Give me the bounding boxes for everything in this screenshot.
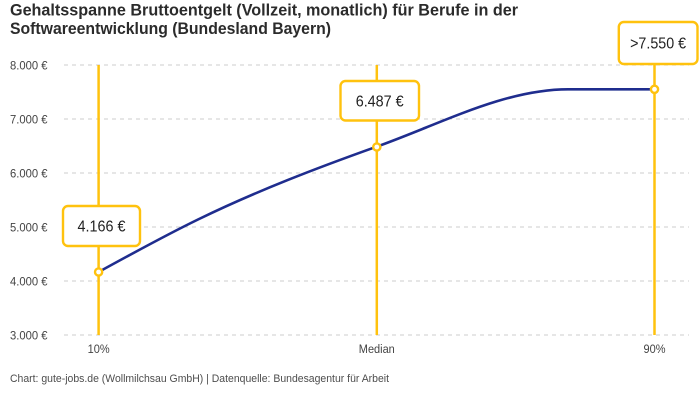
svg-text:6.000 €: 6.000 € [10, 167, 48, 181]
svg-text:7.000 €: 7.000 € [10, 113, 48, 127]
svg-text:3.000 €: 3.000 € [10, 329, 48, 343]
svg-text:Median: Median [359, 342, 395, 356]
svg-text:Softwareentwicklung (Bundeslan: Softwareentwicklung (Bundesland Bayern) [10, 20, 331, 38]
svg-text:4.000 €: 4.000 € [10, 275, 48, 289]
svg-text:>7.550 €: >7.550 € [630, 36, 686, 53]
svg-text:4.166 €: 4.166 € [78, 219, 126, 236]
svg-text:8.000 €: 8.000 € [10, 59, 48, 73]
svg-text:90%: 90% [644, 342, 666, 356]
svg-text:Gehaltsspanne Bruttoentgelt (V: Gehaltsspanne Bruttoentgelt (Vollzeit, m… [10, 1, 519, 19]
svg-text:6.487 €: 6.487 € [356, 94, 404, 111]
svg-text:5.000 €: 5.000 € [10, 221, 48, 235]
svg-text:Chart: gute-jobs.de (Wollmilch: Chart: gute-jobs.de (Wollmilchsau GmbH) … [10, 373, 389, 385]
svg-text:10%: 10% [88, 342, 110, 356]
